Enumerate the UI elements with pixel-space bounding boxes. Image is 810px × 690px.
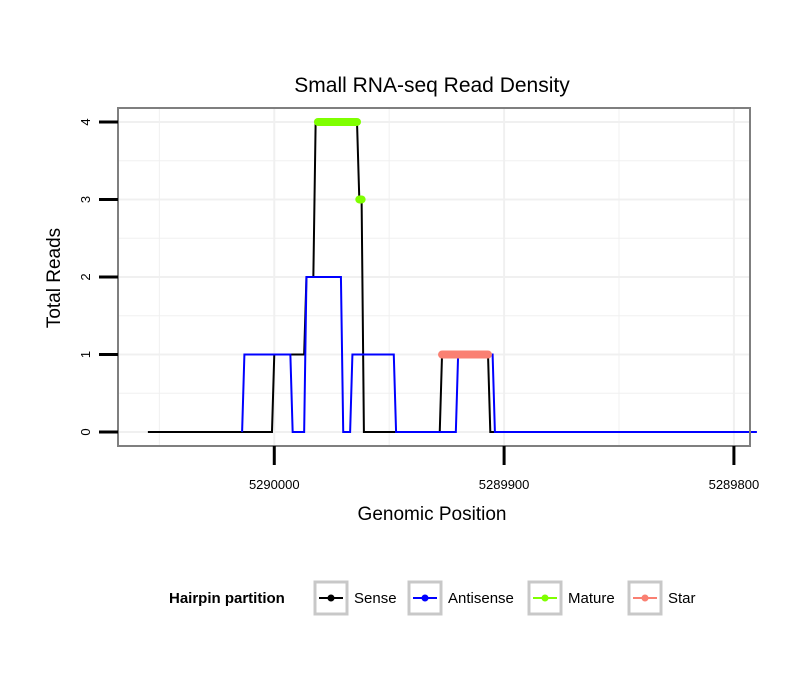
chart-title: Small RNA-seq Read Density [294,74,570,97]
legend-key-point [327,594,335,602]
legend-key-point [641,594,649,602]
y-tick-label: 4 [78,118,93,125]
y-tick-label: 3 [78,196,93,203]
y-tick-label: 2 [78,273,93,280]
legend-entry-star: Star [627,580,696,616]
legend-entries: Sense Antisense Mature Star [313,580,696,616]
x-axis: 5290000 5289900 5289800 [249,446,759,492]
y-axis: 0 1 2 3 4 [78,118,118,436]
plot-panel [117,107,757,447]
y-axis-title: Total Reads [44,228,65,328]
legend-entry-mature: Mature [527,580,615,616]
legend-label: Sense [354,590,397,607]
legend-label: Mature [568,590,615,607]
legend: Hairpin partition Sense Antisense Mature St… [169,580,696,616]
y-tick-label: 0 [78,428,93,435]
legend-title: Hairpin partition [169,590,285,607]
legend-key-point [541,594,549,602]
x-tick-label: 5289900 [479,477,530,492]
legend-label: Star [668,590,696,607]
grid-lines [118,108,750,446]
legend-entry-sense: Sense [313,580,397,616]
legend-key-point [421,594,429,602]
x-tick-label: 5289800 [709,477,760,492]
x-tick-label: 5290000 [249,477,300,492]
x-axis-title: Genomic Position [358,504,507,525]
legend-label: Antisense [448,590,514,607]
legend-entry-antisense: Antisense [407,580,514,616]
y-tick-label: 1 [78,351,93,358]
series-group [147,117,757,434]
